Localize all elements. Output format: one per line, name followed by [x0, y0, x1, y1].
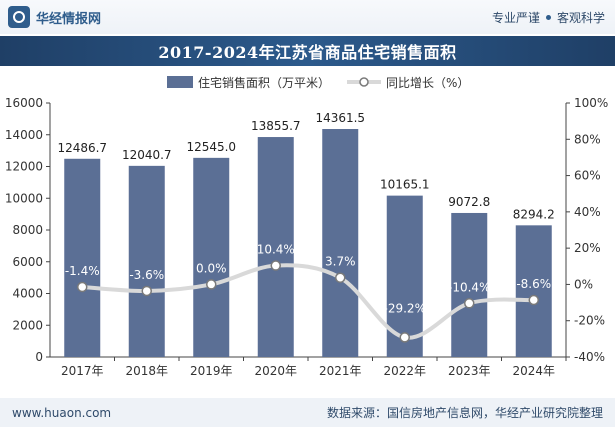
bar-value-label: 10165.1 [380, 178, 430, 192]
bar-value-label: 12486.7 [57, 141, 107, 155]
right-tick-label: 60% [574, 169, 601, 183]
x-tick-label: 2021年 [319, 364, 362, 378]
left-tick-label: 8000 [12, 223, 43, 237]
growth-value-label: -8.6% [516, 277, 551, 291]
left-tick-label: 0 [35, 350, 43, 364]
separator-dot-icon [545, 14, 551, 20]
x-tick-label: 2020年 [254, 364, 297, 378]
growth-point [399, 332, 410, 343]
legend-bar-swatch [167, 76, 193, 88]
growth-value-label: 3.7% [325, 255, 356, 269]
left-tick-label: 10000 [5, 191, 43, 205]
growth-line [82, 263, 534, 340]
data-labels: 12486.7 12040.7 12545.0 13855.7 14361.5 10165… [57, 111, 554, 315]
left-tick-label: 12000 [5, 160, 43, 174]
bar-value-label: 8294.2 [513, 207, 555, 221]
legend-line-label: 同比增长（%） [386, 76, 469, 90]
tagline: 专业严谨 客观科学 [492, 9, 605, 26]
growth-point [335, 272, 346, 283]
bar-value-label: 12545.0 [186, 140, 236, 154]
chart-title: 2017-2024年江苏省商品住宅销售面积 [158, 43, 457, 62]
x-tick-label: 2019年 [190, 364, 233, 378]
x-tick-label: 2018年 [125, 364, 168, 378]
bar [128, 165, 165, 357]
brand-name: 华经情报网 [36, 11, 102, 27]
bar-value-label: 13855.7 [251, 119, 301, 133]
tagline-right: 客观科学 [556, 10, 605, 25]
header-bar: 华经情报网 专业严谨 客观科学 [0, 0, 615, 34]
growth-value-label: -1.4% [65, 264, 100, 278]
bar [322, 129, 359, 357]
left-tick-label: 6000 [12, 255, 43, 269]
bar [64, 158, 101, 357]
growth-value-label: -29.2% [384, 301, 426, 315]
bar-value-label: 9072.8 [448, 195, 490, 209]
growth-value-label: -10.4% [448, 280, 490, 294]
title-band: 2017-2024年江苏省商品住宅销售面积 [0, 36, 615, 66]
footer-bar: www.huaon.com 数据来源：国信房地产信息网，华经产业研究院整理 [0, 398, 615, 427]
bar [451, 212, 488, 357]
tagline-left: 专业严谨 [491, 10, 540, 25]
growth-point [464, 298, 475, 309]
x-tick-label: 2023年 [448, 364, 491, 378]
growth-value-label: -3.6% [129, 268, 164, 282]
brand: 华经情报网 [8, 6, 101, 28]
right-tick-label: 100% [574, 96, 608, 110]
growth-point [206, 279, 217, 290]
bar-series [64, 129, 552, 357]
left-tick-label: 16000 [5, 96, 43, 110]
left-tick-label: 4000 [12, 287, 43, 301]
right-tick-label: -20% [574, 314, 605, 328]
line-series [77, 260, 539, 343]
growth-point [270, 260, 281, 271]
x-tick-label: 2024年 [512, 364, 555, 378]
growth-value-label: 0.0% [196, 261, 227, 275]
bar-value-label: 14361.5 [315, 111, 365, 125]
logo-icon [8, 6, 30, 28]
left-tick-label: 2000 [12, 318, 43, 332]
axes: 0 2000 4000 6000 8000 10000 12000 14000 16000 -40… [5, 96, 609, 378]
right-tick-label: 80% [574, 132, 601, 146]
legend: 住宅销售面积（万平米） 同比增长（%） [167, 75, 469, 90]
growth-point [77, 281, 88, 293]
left-tick-label: 14000 [5, 128, 43, 142]
right-tick-label: 40% [574, 205, 601, 219]
growth-point [528, 294, 539, 306]
growth-point [141, 285, 152, 297]
right-tick-label: 0% [574, 277, 593, 291]
right-tick-label: -40% [574, 350, 605, 364]
x-tick-label: 2022年 [383, 364, 426, 378]
x-tick-label: 2017年 [61, 364, 104, 378]
growth-value-label: 10.4% [257, 243, 295, 257]
website-link[interactable]: www.huaon.com [12, 405, 112, 420]
bar-value-label: 12040.7 [122, 148, 172, 162]
bar [515, 225, 552, 357]
data-source: 数据来源：国信房地产信息网，华经产业研究院整理 [326, 406, 603, 420]
bar [193, 157, 230, 357]
bar [257, 137, 294, 357]
legend-bar-label: 住宅销售面积（万平米） [198, 75, 330, 90]
legend-line-marker [359, 77, 369, 87]
right-tick-label: 20% [574, 241, 601, 255]
